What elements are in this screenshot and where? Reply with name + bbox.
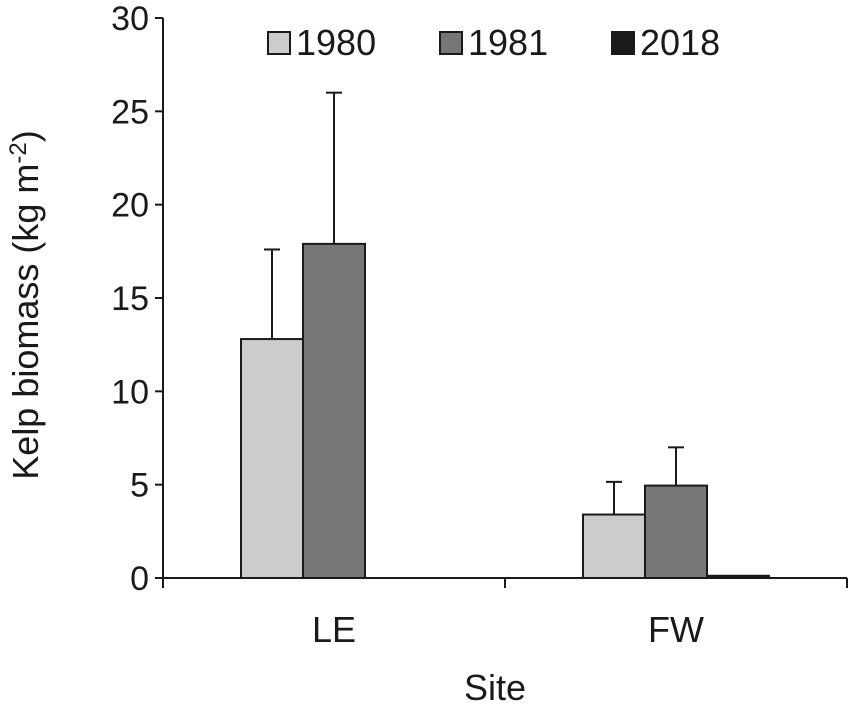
y-tick-label: 25 (111, 93, 149, 131)
bar-1981-fw (644, 484, 708, 580)
y-tick-label: 20 (111, 187, 149, 225)
y-tick-label: 15 (111, 280, 149, 318)
bar-1981-le (302, 242, 366, 579)
bar-series (240, 91, 770, 580)
y-axis-title-end: ) (5, 130, 46, 142)
bar-2018-fw (706, 574, 770, 580)
legend-label-2018: 2018 (640, 22, 720, 63)
bar-1980-le (240, 338, 304, 580)
legend-swatch-2018 (611, 31, 635, 55)
y-tick-label: 0 (130, 560, 149, 598)
legend-swatch-1981 (439, 31, 463, 55)
legend-label-1980: 1980 (296, 22, 376, 63)
x-tick-label-fw: FW (648, 609, 704, 650)
y-axis-title-main: Kelp biomass (kg m (5, 164, 46, 480)
x-axis-title: Site (464, 667, 526, 705)
y-axis-title: Kelp biomass (kg m-2) (5, 130, 46, 479)
y-tick-label: 10 (111, 373, 149, 411)
y-axis-title-superscript: -2 (5, 142, 32, 163)
x-tick-label-le: LE (312, 609, 356, 650)
legend: 1980 1981 2018 (267, 22, 720, 63)
axes: 0 5 10 15 20 25 30 LE FW (111, 0, 848, 650)
bar-1980-fw (582, 513, 646, 579)
legend-label-1981: 1981 (468, 22, 548, 63)
y-tick-label: 30 (111, 0, 149, 38)
y-tick-label: 5 (130, 467, 149, 505)
legend-swatch-1980 (267, 31, 291, 55)
